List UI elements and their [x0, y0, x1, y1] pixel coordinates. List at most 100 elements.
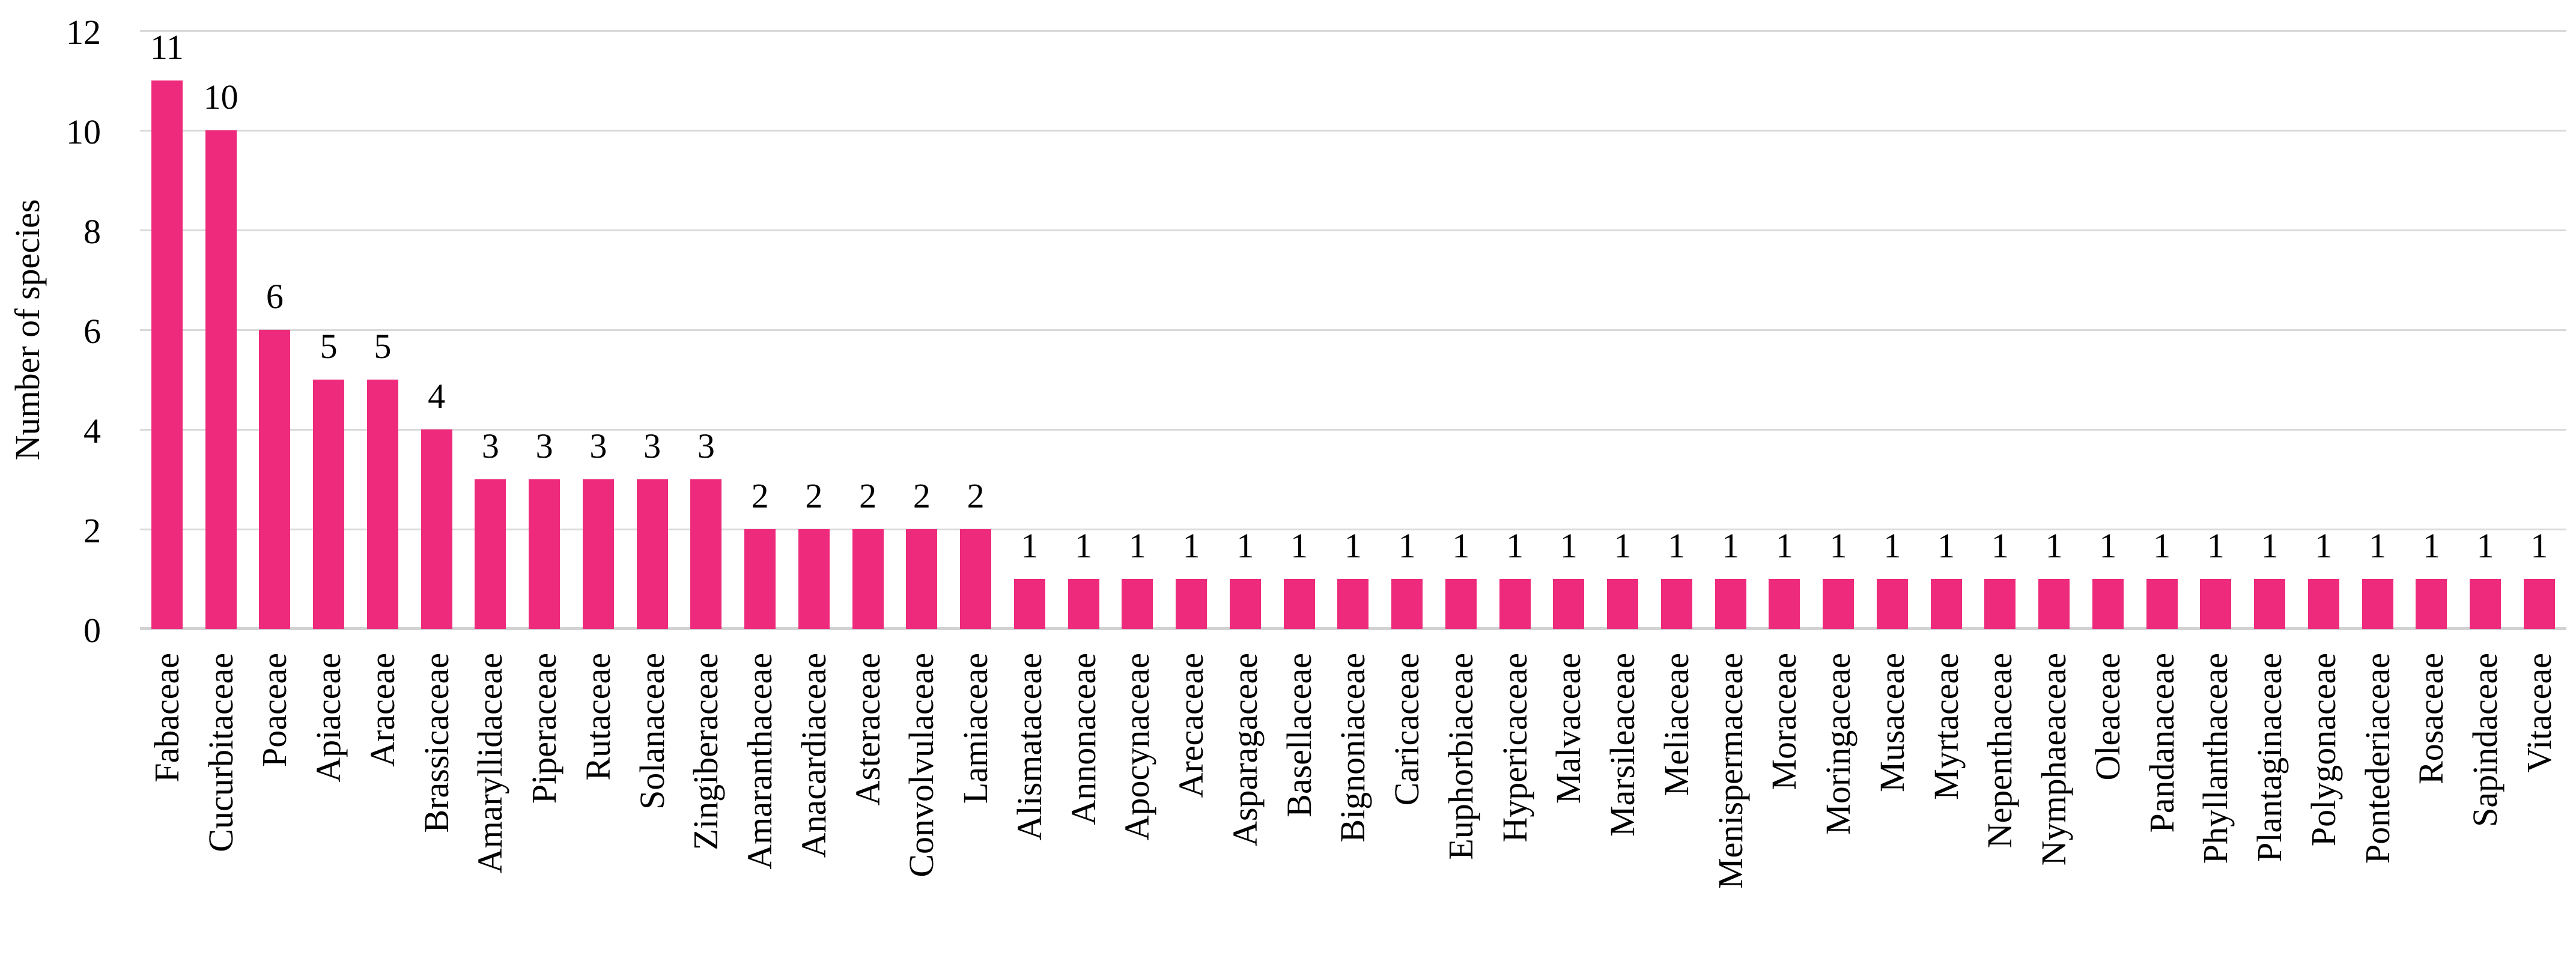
bar-Arecaceae	[1176, 579, 1208, 629]
bar-Euphorbiaceae	[1445, 579, 1477, 629]
bar-Moraceae	[1769, 579, 1800, 629]
x-category-label-Amaryllidaceae: Amaryllidaceae	[470, 653, 510, 874]
x-category-label-Polygonaceae: Polygonaceae	[2303, 653, 2343, 847]
bar-value-label: 3	[697, 426, 715, 465]
bar-slot: 1	[2351, 31, 2405, 629]
x-category-label-Rosaceae: Rosaceae	[2411, 653, 2451, 784]
bar-Solanaceae	[636, 479, 668, 629]
x-category-label-Fabaceae: Fabaceae	[147, 653, 186, 783]
x-category-cell: Annonaceae	[1057, 653, 1111, 955]
bar-Moringaceae	[1823, 579, 1855, 629]
x-category-cell: Phyllanthaceae	[2189, 653, 2243, 955]
bar-slot: 2	[787, 31, 841, 629]
x-category-cell: Poaceae	[248, 653, 302, 955]
bar-slot: 1	[1704, 31, 1758, 629]
bar-slot: 1	[1758, 31, 1812, 629]
bar-slot: 1	[1164, 31, 1218, 629]
bar-value-label: 2	[859, 476, 877, 515]
bar-value-label: 1	[1021, 526, 1039, 565]
bar-value-label: 1	[1075, 526, 1093, 565]
bar-Rutaceae	[582, 479, 614, 629]
x-category-label-Sapindaceae: Sapindaceae	[2465, 653, 2505, 827]
x-category-label-Apocynaceae: Apocynaceae	[1117, 653, 1157, 841]
bar-slot: 1	[2135, 31, 2189, 629]
x-category-label-Myrtaceae: Myrtaceae	[1926, 653, 1966, 800]
bar-slot: 1	[1272, 31, 1326, 629]
bar-Annonaceae	[1068, 579, 1099, 629]
gridline-y-2	[140, 528, 2566, 530]
bar-Araceae	[366, 380, 398, 629]
bar-value-label: 1	[1506, 526, 1524, 565]
x-category-label-Amaranthaceae: Amaranthaceae	[740, 653, 780, 870]
x-category-cell: Plantaginaceae	[2243, 653, 2297, 955]
x-category-cell: Apocynaceae	[1111, 653, 1165, 955]
bar-slot: 1	[1542, 31, 1596, 629]
x-category-cell: Asparagaceae	[1218, 653, 1272, 955]
x-category-label-Pandanaceae: Pandanaceae	[2142, 653, 2181, 833]
x-category-cell: Basellaceae	[1272, 653, 1326, 955]
bar-slot: 1	[1919, 31, 1973, 629]
x-category-label-Musaceae: Musaceae	[1872, 653, 1912, 792]
bar-Sapindaceae	[2470, 579, 2502, 629]
x-category-cell: Araceae	[356, 653, 410, 955]
x-category-cell: Amaryllidaceae	[464, 653, 518, 955]
bar-slot: 1	[1111, 31, 1165, 629]
bar-value-label: 1	[1775, 526, 1793, 565]
bar-value-label: 10	[203, 77, 238, 117]
x-category-label-Euphorbiaceae: Euphorbiaceae	[1441, 653, 1480, 860]
bar-Pandanaceae	[2146, 579, 2178, 629]
y-tick-label-6: 6	[84, 312, 101, 351]
bar-slot: 2	[841, 31, 895, 629]
x-category-label-Plantaginaceae: Plantaginaceae	[2250, 653, 2289, 862]
y-tick-label-0: 0	[84, 611, 101, 650]
x-category-cell: Moraceae	[1758, 653, 1812, 955]
bar-value-label: 1	[1937, 526, 1955, 565]
x-category-cell: Malvaceae	[1542, 653, 1596, 955]
bar-value-label: 1	[1344, 526, 1362, 565]
bar-Hypericaceae	[1499, 579, 1531, 629]
bar-value-label: 5	[374, 327, 392, 366]
x-category-cell: Nepenthaceae	[1973, 653, 2028, 955]
x-category-label-Piperaceae: Piperaceae	[524, 653, 564, 804]
x-category-label-Poaceae: Poaceae	[255, 653, 294, 767]
bar-slot: 1	[2027, 31, 2081, 629]
x-category-cell: Piperaceae	[517, 653, 571, 955]
x-axis-category-labels: Fabaceae Cucurbitaceae Poaceae Apiaceae Arac…	[140, 653, 2566, 955]
bar-Marsileaceae	[1607, 579, 1639, 629]
bar-value-label: 1	[1829, 526, 1847, 565]
bar-slot: 1	[2512, 31, 2566, 629]
x-category-cell: Pandanaceae	[2135, 653, 2189, 955]
bar-value-label: 1	[2422, 526, 2440, 565]
bar-value-label: 1	[2315, 526, 2333, 565]
bar-slot: 1	[1488, 31, 1542, 629]
x-category-label-Solanaceae: Solanaceae	[632, 653, 672, 810]
y-tick-label-2: 2	[84, 511, 101, 550]
x-category-label-Malvaceae: Malvaceae	[1549, 653, 1588, 804]
bar-Fabaceae	[151, 80, 183, 629]
x-category-label-Brassicaceae: Brassicaceae	[416, 653, 456, 833]
x-category-cell: Hypericaceae	[1488, 653, 1542, 955]
bar-value-label: 3	[481, 426, 499, 465]
bar-Vitaceae	[2523, 579, 2555, 629]
plot-area: 11 10 6 5 5 4 3 3 3 3 3 2 2 2 2 2 1 1 1 1 1 1 1 1 1 1 1 1 1 1 1 1 1 1 1 1 1 1…	[140, 29, 2566, 630]
bar-value-label: 1	[1560, 526, 1578, 565]
x-category-label-Menispermaceae: Menispermaceae	[1710, 653, 1750, 889]
bar-slot: 1	[1596, 31, 1650, 629]
bar-slot: 1	[1650, 31, 1704, 629]
bar-Nymphaeaceae	[2038, 579, 2070, 629]
bar-Zingiberaceae	[690, 479, 722, 629]
x-category-cell: Meliaceae	[1650, 653, 1704, 955]
bar-slot: 1	[1218, 31, 1272, 629]
x-category-label-Annonaceae: Annonaceae	[1063, 653, 1103, 825]
bar-slot: 11	[140, 30, 194, 629]
x-category-cell: Arecaceae	[1164, 653, 1218, 955]
bar-slot: 1	[1865, 31, 1919, 629]
bar-slot: 1	[2405, 31, 2459, 629]
bar-series: 11 10 6 5 5 4 3 3 3 3 3 2 2 2 2 2 1 1 1 1 1 1 1 1 1 1 1 1 1 1 1 1 1 1 1 1 1 1…	[140, 30, 2566, 629]
bar-value-label: 1	[1182, 526, 1200, 565]
bar-slot: 3	[517, 31, 571, 629]
bar-value-label: 1	[1290, 526, 1308, 565]
gridline-y-6	[140, 329, 2566, 331]
x-category-cell: Lamiaceae	[949, 653, 1003, 955]
gridline-y-12	[140, 29, 2566, 32]
